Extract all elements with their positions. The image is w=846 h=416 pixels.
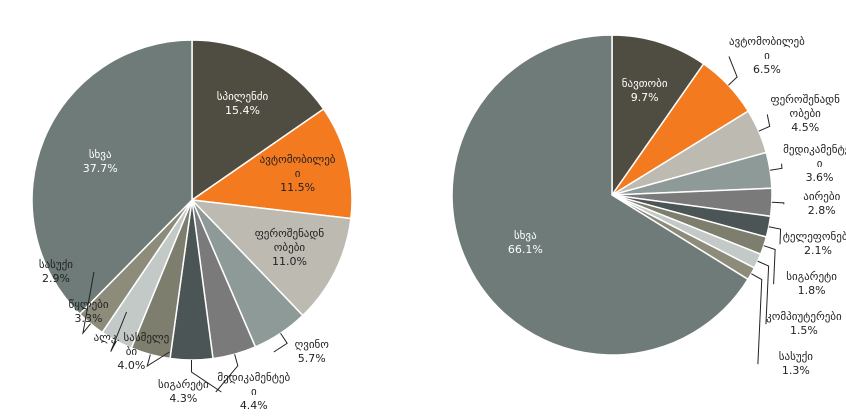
category: ფეროშენადნობები: [254, 227, 325, 255]
category: აირები: [803, 190, 841, 204]
value-label: 4.4%: [239, 399, 268, 412]
slice-label: ალკ. სასმელები 4.0%: [92, 331, 170, 373]
slice-label: ტელეფონები2.1%: [779, 230, 846, 258]
leader-line: [771, 201, 785, 205]
slice-label: მედიკამენტები3.6%: [781, 143, 846, 185]
slice: [611, 34, 705, 198]
category: სასუქი: [38, 258, 74, 271]
category: წყლები: [68, 298, 109, 311]
category: კომპიუტერები: [766, 310, 842, 324]
value-label: 9.7%: [630, 91, 659, 105]
slice: [189, 107, 353, 220]
category: სხვა: [88, 148, 112, 162]
slice-label: სხვა 37.7%: [61, 148, 139, 176]
slice-label: ღვინო 5.7%: [273, 338, 351, 366]
slice: [190, 199, 352, 317]
category: მედიკამენტები: [217, 371, 291, 398]
category: მედიკამენტები: [783, 142, 846, 170]
slice-label: ფეროშენადნობები 4.5%: [766, 93, 844, 135]
category: სპილენძი: [216, 89, 269, 103]
category: სიგარეტი: [786, 270, 837, 284]
category: ღვინო: [294, 338, 329, 351]
slice-label: ავტომობილები 6.5%: [728, 35, 806, 77]
category: სხვა: [513, 229, 537, 243]
category: სასუქი: [778, 350, 813, 364]
slice-label: კომპიუტერები 1.5%: [765, 310, 843, 338]
value-label: 11.0%: [271, 255, 307, 269]
slice-label: სხვა 66.1%: [486, 229, 564, 257]
value-label: 4.5%: [791, 121, 820, 135]
slice-label: სასუქი 2.9%: [17, 258, 95, 286]
value-label: 1.8%: [797, 284, 826, 298]
slice-label: წყლები 3.3%: [50, 298, 128, 326]
category: ფეროშენადნობები: [770, 93, 840, 121]
slice-label: სიგარეტი 4.3%: [144, 378, 222, 406]
slice: [31, 39, 193, 316]
slice: [191, 39, 325, 202]
slice-label: აირები 2.8%: [783, 190, 846, 218]
leader-line: [215, 354, 239, 393]
category: ავტომობილები: [259, 152, 336, 180]
leader-line: [751, 273, 763, 365]
value-label: 4.3%: [169, 392, 198, 405]
leader-line: [190, 359, 222, 393]
leader-line: [110, 311, 127, 352]
value-label: 37.7%: [82, 162, 118, 176]
value-label: 11.5%: [280, 180, 316, 194]
leader-line: [768, 226, 782, 245]
leader-line: [758, 114, 771, 132]
category: ალკ. სასმელები: [93, 331, 170, 358]
category: სიგარეტი: [158, 378, 209, 391]
value-label: 15.4%: [225, 103, 260, 117]
value-label: 6.5%: [752, 63, 781, 77]
leader-line: [82, 271, 95, 335]
slice-label: ფეროშენადნობები 11.0%: [250, 227, 328, 269]
slice-label: ნავთობი 9.7%: [606, 77, 684, 105]
category: ნავთობი: [621, 77, 668, 91]
value-label: 3.6%: [805, 170, 834, 184]
value-label: 2.8%: [807, 204, 836, 218]
value-label: 1.3%: [781, 364, 810, 378]
slice-label: სასუქი 1.3%: [757, 350, 835, 378]
leader-line: [757, 260, 770, 325]
leader-line: [273, 333, 288, 353]
value-label: 1.5%: [789, 324, 818, 338]
value-label: 5.7%: [297, 352, 326, 365]
leader-line: [728, 56, 738, 86]
value-label: 2.9%: [41, 272, 70, 285]
category: ავტომობილები: [729, 35, 805, 63]
leader-line: [769, 163, 783, 171]
value-label: 3.3%: [74, 312, 103, 325]
value-label: 2.1%: [804, 244, 832, 258]
slice-label: მედიკამენტები 4.4%: [215, 371, 293, 413]
slice-label: სპილენძი 15.4%: [204, 90, 282, 118]
value-label: 4.0%: [117, 359, 146, 372]
leader-line: [146, 351, 170, 368]
category: ტელეფონები: [782, 230, 846, 244]
slice-label: ავტომობილები 11.5%: [259, 153, 337, 195]
value-label: 66.1%: [507, 243, 543, 257]
slice-label: სიგარეტი 1.8%: [773, 270, 846, 298]
leader-line: [763, 245, 776, 285]
slice: [451, 34, 750, 356]
